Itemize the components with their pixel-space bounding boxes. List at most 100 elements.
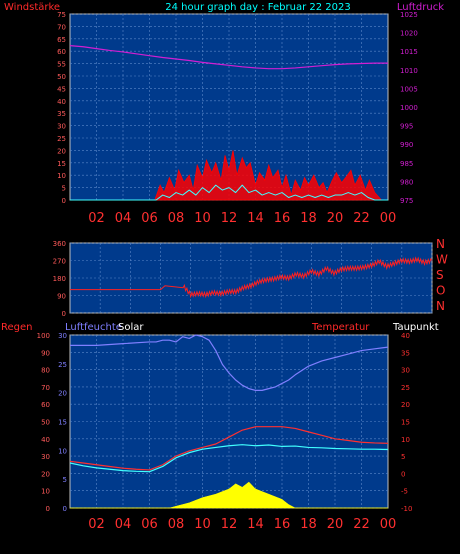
time-tick-16: 16 <box>274 517 291 532</box>
pressure-tick: 1020 <box>400 30 418 38</box>
time-tick-12: 12 <box>221 211 238 226</box>
wind-gust-area <box>70 150 388 201</box>
temperature-tick: -5 <box>401 488 408 496</box>
temperature-label: Temperatur <box>311 322 370 333</box>
compass-n: N <box>436 237 445 251</box>
time-tick-02: 02 <box>88 517 105 532</box>
direction-axis-ticks: 0 90 180 270 360 <box>53 240 66 318</box>
time-tick-12: 12 <box>221 517 238 532</box>
pressure-tick: 1005 <box>400 85 418 93</box>
humidity-axis-ticks: 0 5 10 15 20 25 30 <box>58 332 67 513</box>
temperature-tick: -10 <box>401 505 412 513</box>
time-tick-04: 04 <box>115 517 132 532</box>
rain-tick: 100 <box>37 332 50 340</box>
rain-tick: 60 <box>41 401 50 409</box>
time-axis-ticks-top: 02 04 06 08 10 12 14 16 18 20 22 00 <box>88 211 396 226</box>
compass-s: S <box>436 268 444 282</box>
time-tick-02: 02 <box>88 211 105 226</box>
pressure-tick: 980 <box>400 178 413 186</box>
temperature-tick: 30 <box>401 367 410 375</box>
humidity-tick: 30 <box>58 332 67 340</box>
temperature-tick: 5 <box>401 453 405 461</box>
header-right-label: Luftdruck <box>397 2 444 13</box>
wind-pressure-series <box>69 45 388 201</box>
wind-tick: 0 <box>62 197 66 205</box>
temperature-tick: 10 <box>401 436 410 444</box>
wind-tick: 60 <box>57 48 66 56</box>
wind-direction-line <box>70 256 433 299</box>
wind-tick: 75 <box>57 11 66 19</box>
pressure-tick: 1010 <box>400 67 418 75</box>
time-tick-04: 04 <box>115 211 132 226</box>
wind-tick: 40 <box>57 98 66 106</box>
humidity-tick: 20 <box>58 390 67 398</box>
time-tick-18: 18 <box>300 211 317 226</box>
time-tick-20: 20 <box>327 517 344 532</box>
rain-tick: 70 <box>41 384 50 392</box>
temperature-axis-ticks: -10 -5 0 5 10 15 20 25 30 35 40 <box>401 332 412 513</box>
chart-title: 24 hour graph day : Februar 22 2023 <box>165 2 350 13</box>
time-tick-00: 00 <box>380 517 397 532</box>
direction-tick: 180 <box>53 275 66 283</box>
temperature-tick: 0 <box>401 470 405 478</box>
wind-tick: 65 <box>57 36 66 44</box>
wind-tick: 10 <box>57 172 66 180</box>
pressure-tick: 995 <box>400 123 413 131</box>
time-tick-06: 06 <box>141 517 158 532</box>
time-axis-ticks-bottom: 02 04 06 08 10 12 14 16 18 20 22 00 <box>88 517 396 532</box>
wind-tick: 5 <box>62 185 66 193</box>
humidity-tick: 25 <box>58 361 67 369</box>
pressure-line <box>69 45 388 70</box>
time-tick-10: 10 <box>194 517 211 532</box>
humidity-tick: 15 <box>58 419 67 427</box>
humidity-tick: 0 <box>63 505 67 513</box>
temperature-tick: 40 <box>401 332 410 340</box>
time-tick-08: 08 <box>168 517 185 532</box>
wind-tick: 35 <box>57 110 66 118</box>
time-tick-18: 18 <box>300 517 317 532</box>
wind-tick: 15 <box>57 160 66 168</box>
direction-tick: 0 <box>62 310 66 318</box>
rain-tick: 40 <box>41 436 50 444</box>
header-left-label: Windstärke <box>4 2 60 13</box>
wind-tick: 45 <box>57 85 66 93</box>
temperature-line <box>69 426 389 471</box>
wind-tick: 50 <box>57 73 66 81</box>
dewpoint-label: Taupunkt <box>392 322 439 333</box>
humidity-tick: 5 <box>63 476 67 484</box>
temperature-tick: 15 <box>401 419 410 427</box>
time-tick-06: 06 <box>141 211 158 226</box>
pressure-tick: 990 <box>400 141 413 149</box>
time-tick-00: 00 <box>380 211 397 226</box>
rain-tick: 80 <box>41 367 50 375</box>
temperature-tick: 20 <box>401 401 410 409</box>
rain-axis-label: Regen <box>1 322 33 333</box>
humidity-line <box>70 334 389 391</box>
solar-area <box>70 481 388 509</box>
time-tick-16: 16 <box>274 211 291 226</box>
time-tick-10: 10 <box>194 211 211 226</box>
time-tick-22: 22 <box>353 517 370 532</box>
rain-axis-ticks: 0 10 20 30 40 50 60 70 80 90 100 <box>37 332 50 513</box>
time-tick-20: 20 <box>327 211 344 226</box>
dewpoint-line <box>69 444 389 473</box>
humidity-temperature-series <box>69 334 389 509</box>
rain-tick: 20 <box>41 470 50 478</box>
wind-tick: 30 <box>57 123 66 131</box>
compass-w: W <box>436 253 448 267</box>
rain-tick: 90 <box>41 349 50 357</box>
pressure-tick: 1000 <box>400 104 418 112</box>
direction-tick: 270 <box>53 258 66 266</box>
rain-tick: 50 <box>41 419 50 427</box>
time-tick-14: 14 <box>247 211 264 226</box>
temperature-tick: 35 <box>401 349 410 357</box>
direction-tick: 360 <box>53 240 66 248</box>
compass-n: N <box>436 299 445 313</box>
wind-tick: 70 <box>57 23 66 31</box>
wind-axis-ticks: 0 5 10 15 20 25 30 35 40 45 50 55 60 65 70 75 <box>57 11 66 205</box>
pressure-tick: 975 <box>400 197 413 205</box>
